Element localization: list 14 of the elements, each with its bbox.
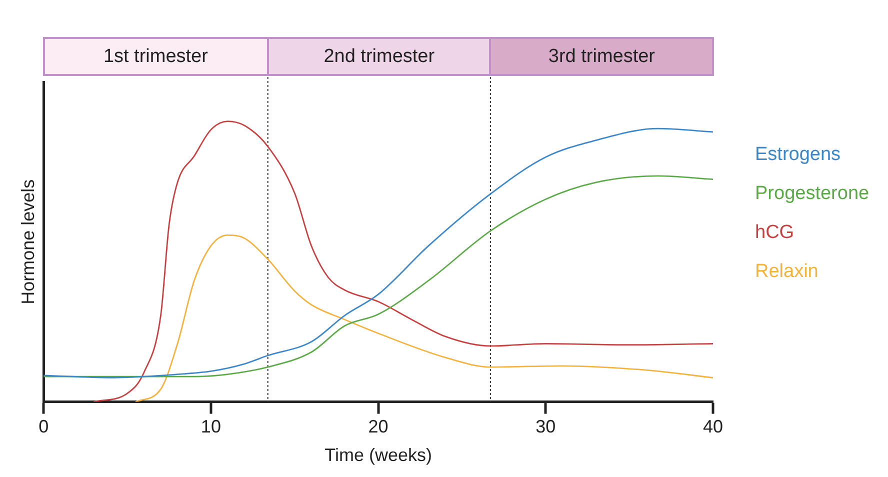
text: Progesterone	[755, 183, 870, 204]
x-tick-label: 0	[38, 416, 49, 437]
text: Estrogens	[755, 144, 841, 166]
header-box: 2nd trimester	[266, 37, 492, 76]
text: Relaxin	[755, 261, 818, 282]
header-box: 1st trimester	[42, 37, 269, 76]
x-tick-label: 20	[368, 416, 388, 437]
x-tick-label: 30	[536, 416, 556, 437]
x-tick-label: 40	[702, 416, 724, 437]
x-axis-title: Time (weeks)	[324, 445, 432, 466]
header-box: 3rd trimester	[489, 37, 714, 76]
text: hCG	[755, 222, 794, 244]
x-tick-label: 10	[200, 416, 221, 437]
y-axis-title: Hormone levels	[18, 179, 38, 304]
